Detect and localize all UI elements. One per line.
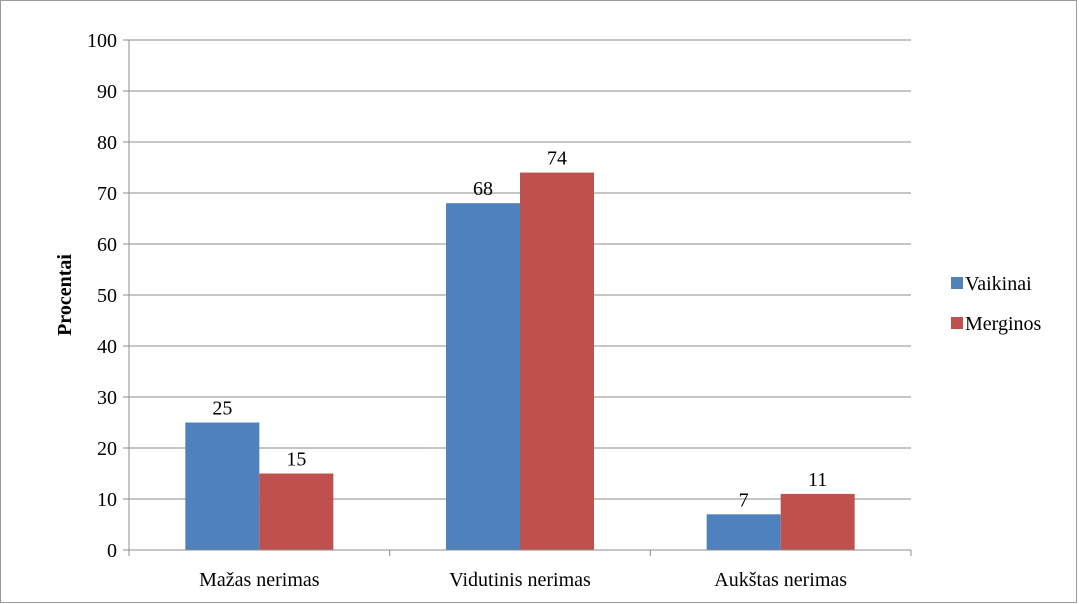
bars [185,172,855,550]
legend-label: Vaikinai [965,273,1032,295]
y-tick-label: 90 [97,81,117,103]
data-label: 25 [212,398,232,420]
bar [706,514,781,550]
y-axis-title: Procentai [54,254,76,336]
legend: Vaikinai Merginos [951,273,1042,335]
legend-swatch [951,317,963,329]
legend-swatch [951,277,963,289]
y-tick-label: 40 [97,336,117,358]
y-tick-label: 80 [97,132,117,154]
y-tick-label: 60 [97,234,117,256]
axes [123,39,912,556]
bar [520,172,594,550]
y-tick-label: 70 [97,183,117,205]
legend-label: Merginos [965,313,1042,335]
y-tick-label: 20 [97,438,117,460]
bar [446,203,520,550]
y-tick-label: 50 [97,285,117,307]
data-label: 15 [286,449,306,471]
y-tick-label: 100 [87,30,117,52]
category-label: Mažas nerimas [199,569,320,591]
y-tick-label: 10 [97,489,117,511]
data-label: 68 [473,178,493,200]
data-label: 74 [547,148,567,170]
bar [185,422,260,550]
labels: 0 10 20 30 40 50 60 70 80 90 100 25 15 Mažas nerimas 6… [87,30,847,591]
data-label: 11 [808,469,827,491]
category-label: Aukštas nerimas [714,569,847,591]
bar [259,473,334,550]
data-label: 7 [739,489,749,511]
y-tick-label: 0 [107,540,117,562]
bar [780,493,855,550]
category-label: Vidutinis nerimas [449,569,591,591]
y-tick-label: 30 [97,387,117,409]
